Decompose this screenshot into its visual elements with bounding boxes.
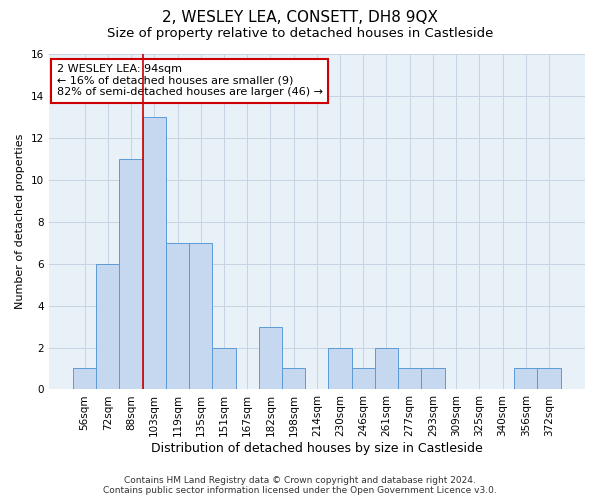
Bar	[73, 368, 96, 390]
Text: 2 WESLEY LEA: 94sqm
← 16% of detached houses are smaller (9)
82% of semi-detache: 2 WESLEY LEA: 94sqm ← 16% of detached ho…	[57, 64, 323, 98]
Bar	[514, 368, 538, 390]
Bar	[212, 348, 236, 390]
Text: Contains HM Land Registry data © Crown copyright and database right 2024.
Contai: Contains HM Land Registry data © Crown c…	[103, 476, 497, 495]
Bar	[421, 368, 445, 390]
Text: Size of property relative to detached houses in Castleside: Size of property relative to detached ho…	[107, 28, 493, 40]
Bar	[375, 348, 398, 390]
Bar	[538, 368, 560, 390]
Bar	[166, 242, 189, 390]
Bar	[189, 242, 212, 390]
Y-axis label: Number of detached properties: Number of detached properties	[15, 134, 25, 310]
Bar	[119, 159, 143, 390]
Bar	[259, 326, 282, 390]
Bar	[143, 117, 166, 390]
Bar	[328, 348, 352, 390]
X-axis label: Distribution of detached houses by size in Castleside: Distribution of detached houses by size …	[151, 442, 483, 455]
Bar	[352, 368, 375, 390]
Bar	[96, 264, 119, 390]
Text: 2, WESLEY LEA, CONSETT, DH8 9QX: 2, WESLEY LEA, CONSETT, DH8 9QX	[162, 10, 438, 25]
Bar	[398, 368, 421, 390]
Bar	[282, 368, 305, 390]
